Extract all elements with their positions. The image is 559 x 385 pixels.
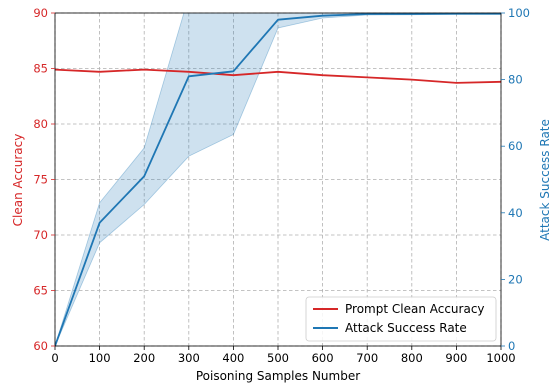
legend-label-clean-accuracy: Prompt Clean Accuracy <box>345 302 485 316</box>
y-axis-left: 60 65 70 75 80 85 90 <box>33 6 55 353</box>
legend: Prompt Clean Accuracy Attack Success Rat… <box>305 296 497 342</box>
y-left-tick-label: 60 <box>33 339 48 353</box>
y-right-tick-label: 20 <box>508 272 523 286</box>
series-line-attack-success-rate <box>55 13 501 346</box>
y-right-tick-label: 0 <box>508 339 515 353</box>
x-tick-label: 100 <box>89 351 111 365</box>
confidence-bands <box>55 13 501 346</box>
grid <box>54 12 502 347</box>
y-left-tick-label: 80 <box>33 117 48 131</box>
series-line-clean-accuracy <box>55 68 501 84</box>
x-tick-label: 0 <box>51 351 58 365</box>
y-left-tick-label: 75 <box>33 173 48 187</box>
legend-box <box>305 296 497 342</box>
x-tick-label: 300 <box>178 351 200 365</box>
y-right-tick-label: 40 <box>508 206 523 220</box>
y-right-tick-label: 80 <box>508 73 523 87</box>
y-left-tick-label: 90 <box>33 6 48 20</box>
y-axis-right: 0 20 40 60 80 100 <box>501 6 530 353</box>
confidence-band-attack-success-rate <box>55 13 501 346</box>
x-tick-label: 800 <box>401 351 423 365</box>
series-lines <box>55 13 501 346</box>
legend-label-attack-success-rate: Attack Success Rate <box>345 321 467 335</box>
y-axis-right-title: Attack Success Rate <box>538 119 552 241</box>
x-tick-label: 900 <box>445 351 467 365</box>
y-axis-left-title: Clean Accuracy <box>11 134 25 227</box>
y-left-tick-label: 65 <box>33 284 48 298</box>
x-axis: 0 100 200 300 400 500 600 700 800 900 1000 <box>51 346 516 365</box>
x-tick-label: 200 <box>133 351 155 365</box>
x-axis-title: Poisoning Samples Number <box>196 369 360 383</box>
x-tick-label: 600 <box>312 351 334 365</box>
x-tick-label: 400 <box>222 351 244 365</box>
y-right-tick-label: 100 <box>508 6 530 20</box>
y-right-tick-label: 60 <box>508 139 523 153</box>
x-tick-label: 500 <box>267 351 289 365</box>
x-tick-label: 1000 <box>486 351 515 365</box>
y-left-tick-label: 70 <box>33 228 48 242</box>
x-tick-label: 700 <box>356 351 378 365</box>
y-left-tick-label: 85 <box>33 62 48 76</box>
